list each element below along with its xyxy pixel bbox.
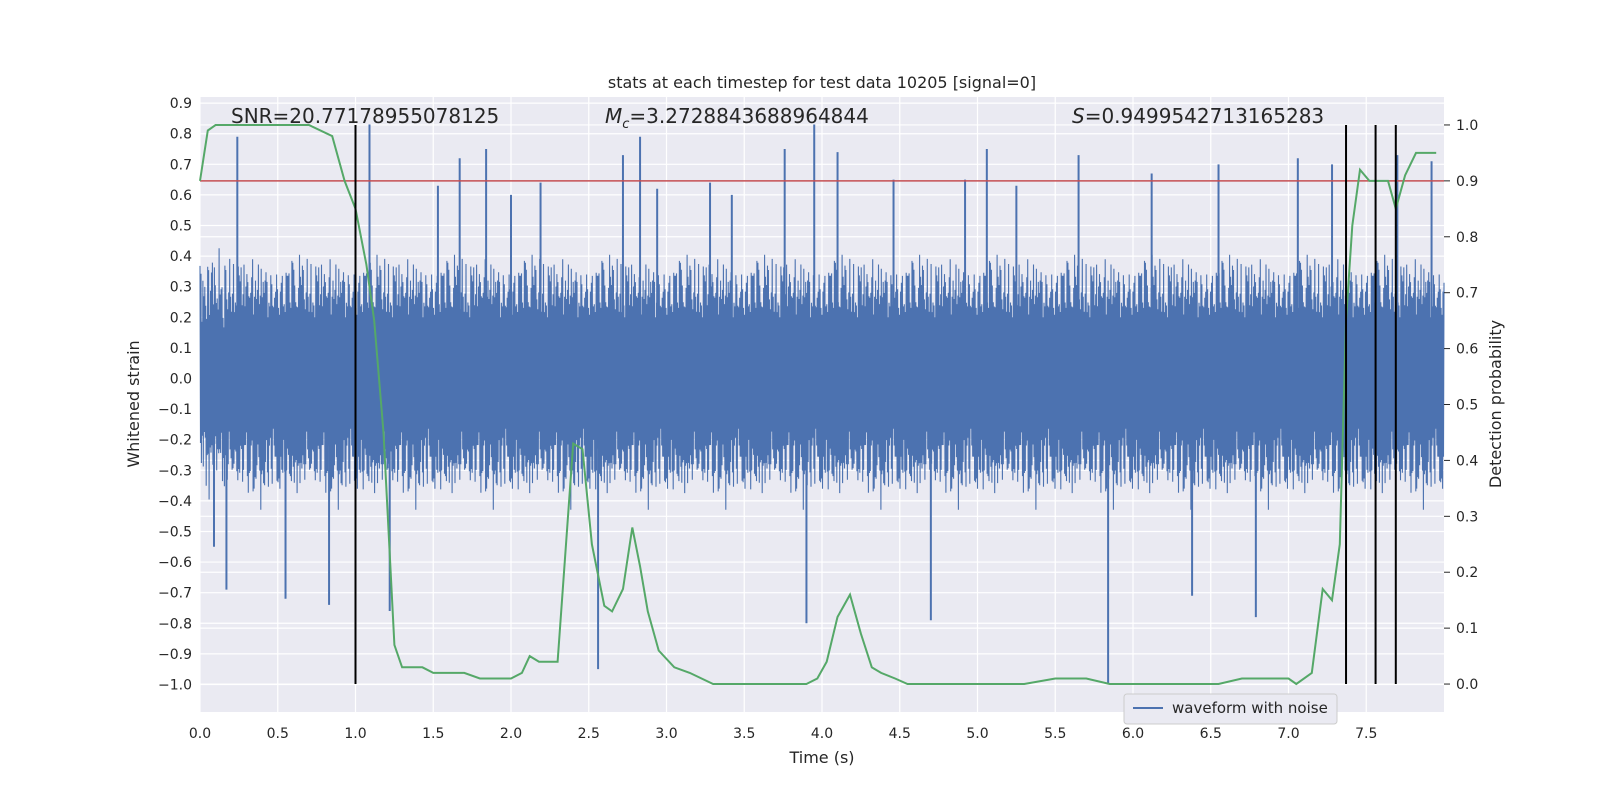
x-tick-label-11: 5.5 xyxy=(1044,726,1066,742)
y-left-tick-label-4: 0.5 xyxy=(170,219,192,235)
x-tick-label-6: 3.0 xyxy=(655,726,677,742)
y-left-tick-label-12: −0.3 xyxy=(158,463,192,479)
x-tick-label-12: 6.0 xyxy=(1122,726,1144,742)
y-left-tick-label-2: 0.7 xyxy=(170,157,192,173)
waveform-series xyxy=(199,124,1445,685)
y-right-tick-label-8: 0.2 xyxy=(1456,565,1478,581)
x-axis-label: Time (s) xyxy=(788,748,854,767)
legend-box xyxy=(1123,693,1338,725)
y-left-tick-label-5: 0.4 xyxy=(170,249,192,265)
y-right-tick-label-9: 0.1 xyxy=(1456,621,1478,637)
x-tick-label-15: 7.5 xyxy=(1355,726,1377,742)
legend: waveform with noise xyxy=(1123,693,1338,725)
y-right-tick-label-3: 0.7 xyxy=(1456,286,1478,302)
y-left-tick-label-14: −0.5 xyxy=(158,524,192,540)
y-left-tick-label-16: −0.7 xyxy=(158,586,192,602)
y-right-tick-label-0: 1.0 xyxy=(1456,118,1478,134)
x-tick-label-0: 0.0 xyxy=(189,726,211,742)
y-right-tick-label-4: 0.6 xyxy=(1456,342,1478,358)
y-left-tick-label-18: −0.9 xyxy=(158,647,192,663)
y-left-tick-label-13: −0.4 xyxy=(158,494,192,510)
x-tick-label-4: 2.0 xyxy=(500,726,522,742)
y-right-tick-label-2: 0.8 xyxy=(1456,230,1478,246)
probability-line xyxy=(199,124,1437,686)
mc-annotation: Mc=3.2728843688964844 xyxy=(605,104,869,132)
y-left-tick-label-0: 0.9 xyxy=(170,96,192,112)
y-left-tick-label-8: 0.1 xyxy=(170,341,192,357)
x-tick-label-9: 4.5 xyxy=(889,726,911,742)
x-tick-label-1: 0.5 xyxy=(267,726,289,742)
y-right-tick-label-5: 0.5 xyxy=(1456,398,1478,414)
y-right-tick-label-7: 0.3 xyxy=(1456,509,1478,525)
y-left-tick-label-9: 0.0 xyxy=(170,371,192,387)
y-left-tick-label-10: −0.1 xyxy=(158,402,192,418)
s-annotation: S=0.9499542713165283 xyxy=(1072,104,1324,128)
waveform-line xyxy=(199,248,1445,510)
x-tick-label-3: 1.5 xyxy=(422,726,444,742)
chart-title: stats at each timestep for test data 102… xyxy=(608,73,1036,92)
x-tick-label-7: 3.5 xyxy=(733,726,755,742)
x-tick-label-5: 2.5 xyxy=(578,726,600,742)
y-right-tick-label-10: 0.0 xyxy=(1456,677,1478,693)
y-left-tick-label-3: 0.6 xyxy=(170,188,192,204)
y-right-tick-label-6: 0.4 xyxy=(1456,453,1478,469)
y-left-tick-label-17: −0.8 xyxy=(158,616,192,632)
x-tick-label-10: 5.0 xyxy=(966,726,988,742)
probability-series xyxy=(199,124,1437,686)
x-tick-label-8: 4.0 xyxy=(811,726,833,742)
y-axis-label-right: Detection probability xyxy=(1486,320,1505,488)
y-left-tick-label-7: 0.2 xyxy=(170,310,192,326)
y-left-tick-label-19: −1.0 xyxy=(158,677,192,693)
y-left-tick-label-1: 0.8 xyxy=(170,127,192,143)
y-left-tick-label-15: −0.6 xyxy=(158,555,192,571)
snr-annotation: SNR=20.77178955078125 xyxy=(231,104,499,128)
y-left-tick-label-11: −0.2 xyxy=(158,433,192,449)
vertical-lines xyxy=(354,124,1397,685)
y-left-tick-label-6: 0.3 xyxy=(170,280,192,296)
x-tick-label-2: 1.0 xyxy=(344,726,366,742)
y-ticks-right: 1.0 0.9 0.8 0.7 0.6 0.5 0.4 0.3 0.2 0.1 0.0 xyxy=(1444,118,1478,693)
x-tick-label-14: 7.0 xyxy=(1277,726,1299,742)
legend-entry-waveform: waveform with noise xyxy=(1172,699,1328,717)
y-ticks-left: 0.9 0.8 0.7 0.6 0.5 0.4 0.3 0.2 0.1 0.0 −0.1 −0.2 −0… xyxy=(158,96,192,693)
x-tick-label-13: 6.5 xyxy=(1200,726,1222,742)
x-ticks: 0.0 0.5 1.0 1.5 2.0 2.5 3.0 3.5 4.0 4.5 5.0 5.5 6.0 6… xyxy=(189,726,1378,742)
y-right-tick-label-1: 0.9 xyxy=(1456,174,1478,190)
y-axis-label-left: Whitened strain xyxy=(124,340,143,467)
